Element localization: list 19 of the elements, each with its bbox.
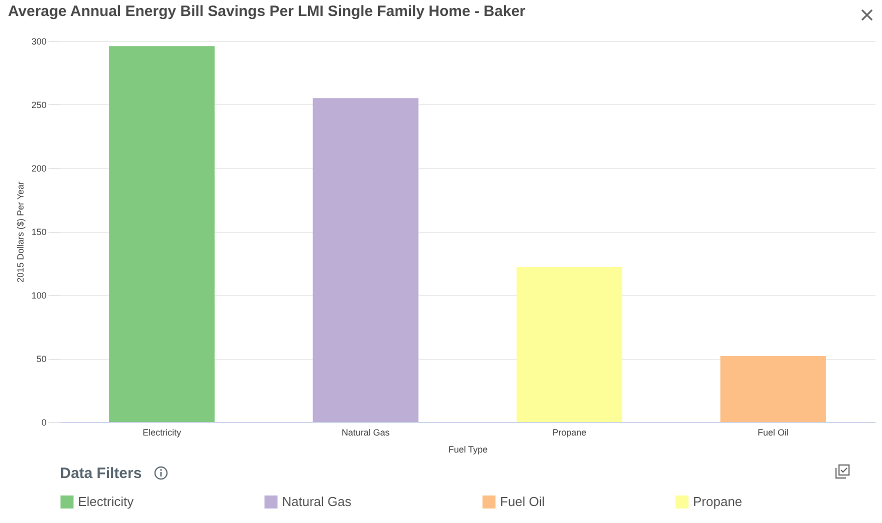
x-tick-label: Electricity <box>142 428 182 438</box>
x-tick-label: Propane <box>552 428 586 438</box>
legend-title: Data Filters <box>60 465 142 482</box>
y-tick-label: 200 <box>31 164 46 174</box>
legend-label: Fuel Oil <box>500 494 545 509</box>
y-tick-label: 250 <box>31 100 46 110</box>
y-tick-label: 100 <box>31 290 46 300</box>
y-tick-label: 150 <box>31 227 46 237</box>
y-tick-label: 50 <box>36 354 46 364</box>
y-axis-title: 2015 Dollars ($) Per Year <box>15 181 26 283</box>
y-tick-label: 300 <box>31 36 46 46</box>
legend-label: Natural Gas <box>282 494 352 509</box>
legend-label: Propane <box>693 494 742 509</box>
x-tick-label: Fuel Oil <box>758 428 789 438</box>
legend-label: Electricity <box>78 494 134 509</box>
x-tick-label: Natural Gas <box>342 428 390 438</box>
y-tick-label: 0 <box>41 418 46 428</box>
chart-title: Average Annual Energy Bill Savings Per LMI Single Family Home - Baker <box>8 3 526 20</box>
x-axis-title: Fuel Type <box>448 444 488 454</box>
